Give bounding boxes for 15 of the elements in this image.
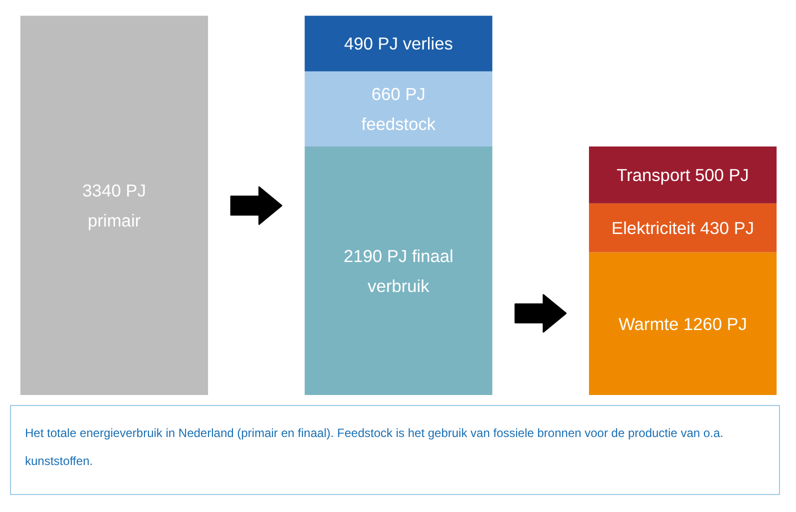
data-label: 490 PJ verlies — [344, 34, 454, 54]
bar — [588, 252, 777, 395]
bar — [20, 16, 208, 395]
bar — [588, 203, 777, 252]
data-label: Elektriciteit 430 PJ — [612, 218, 754, 238]
data-label: 3340 PJ primair — [82, 180, 146, 231]
bar — [304, 16, 492, 72]
bar — [588, 146, 777, 204]
data-label: Warmte 1260 PJ — [618, 314, 747, 334]
data-label: 2190 PJ finaal verbruik — [344, 246, 454, 296]
bar — [304, 146, 492, 395]
text: Het totale energieverbruik in Nederland (primair en finaal). Feedstock is het gebruik van fossiele bronnen voor de productie van o.a. kunststoffen. — [25, 425, 724, 470]
data-label: 660 PJ feedstock — [361, 84, 436, 134]
bar — [304, 71, 492, 146]
data-label: Transport 500 PJ — [616, 164, 749, 185]
